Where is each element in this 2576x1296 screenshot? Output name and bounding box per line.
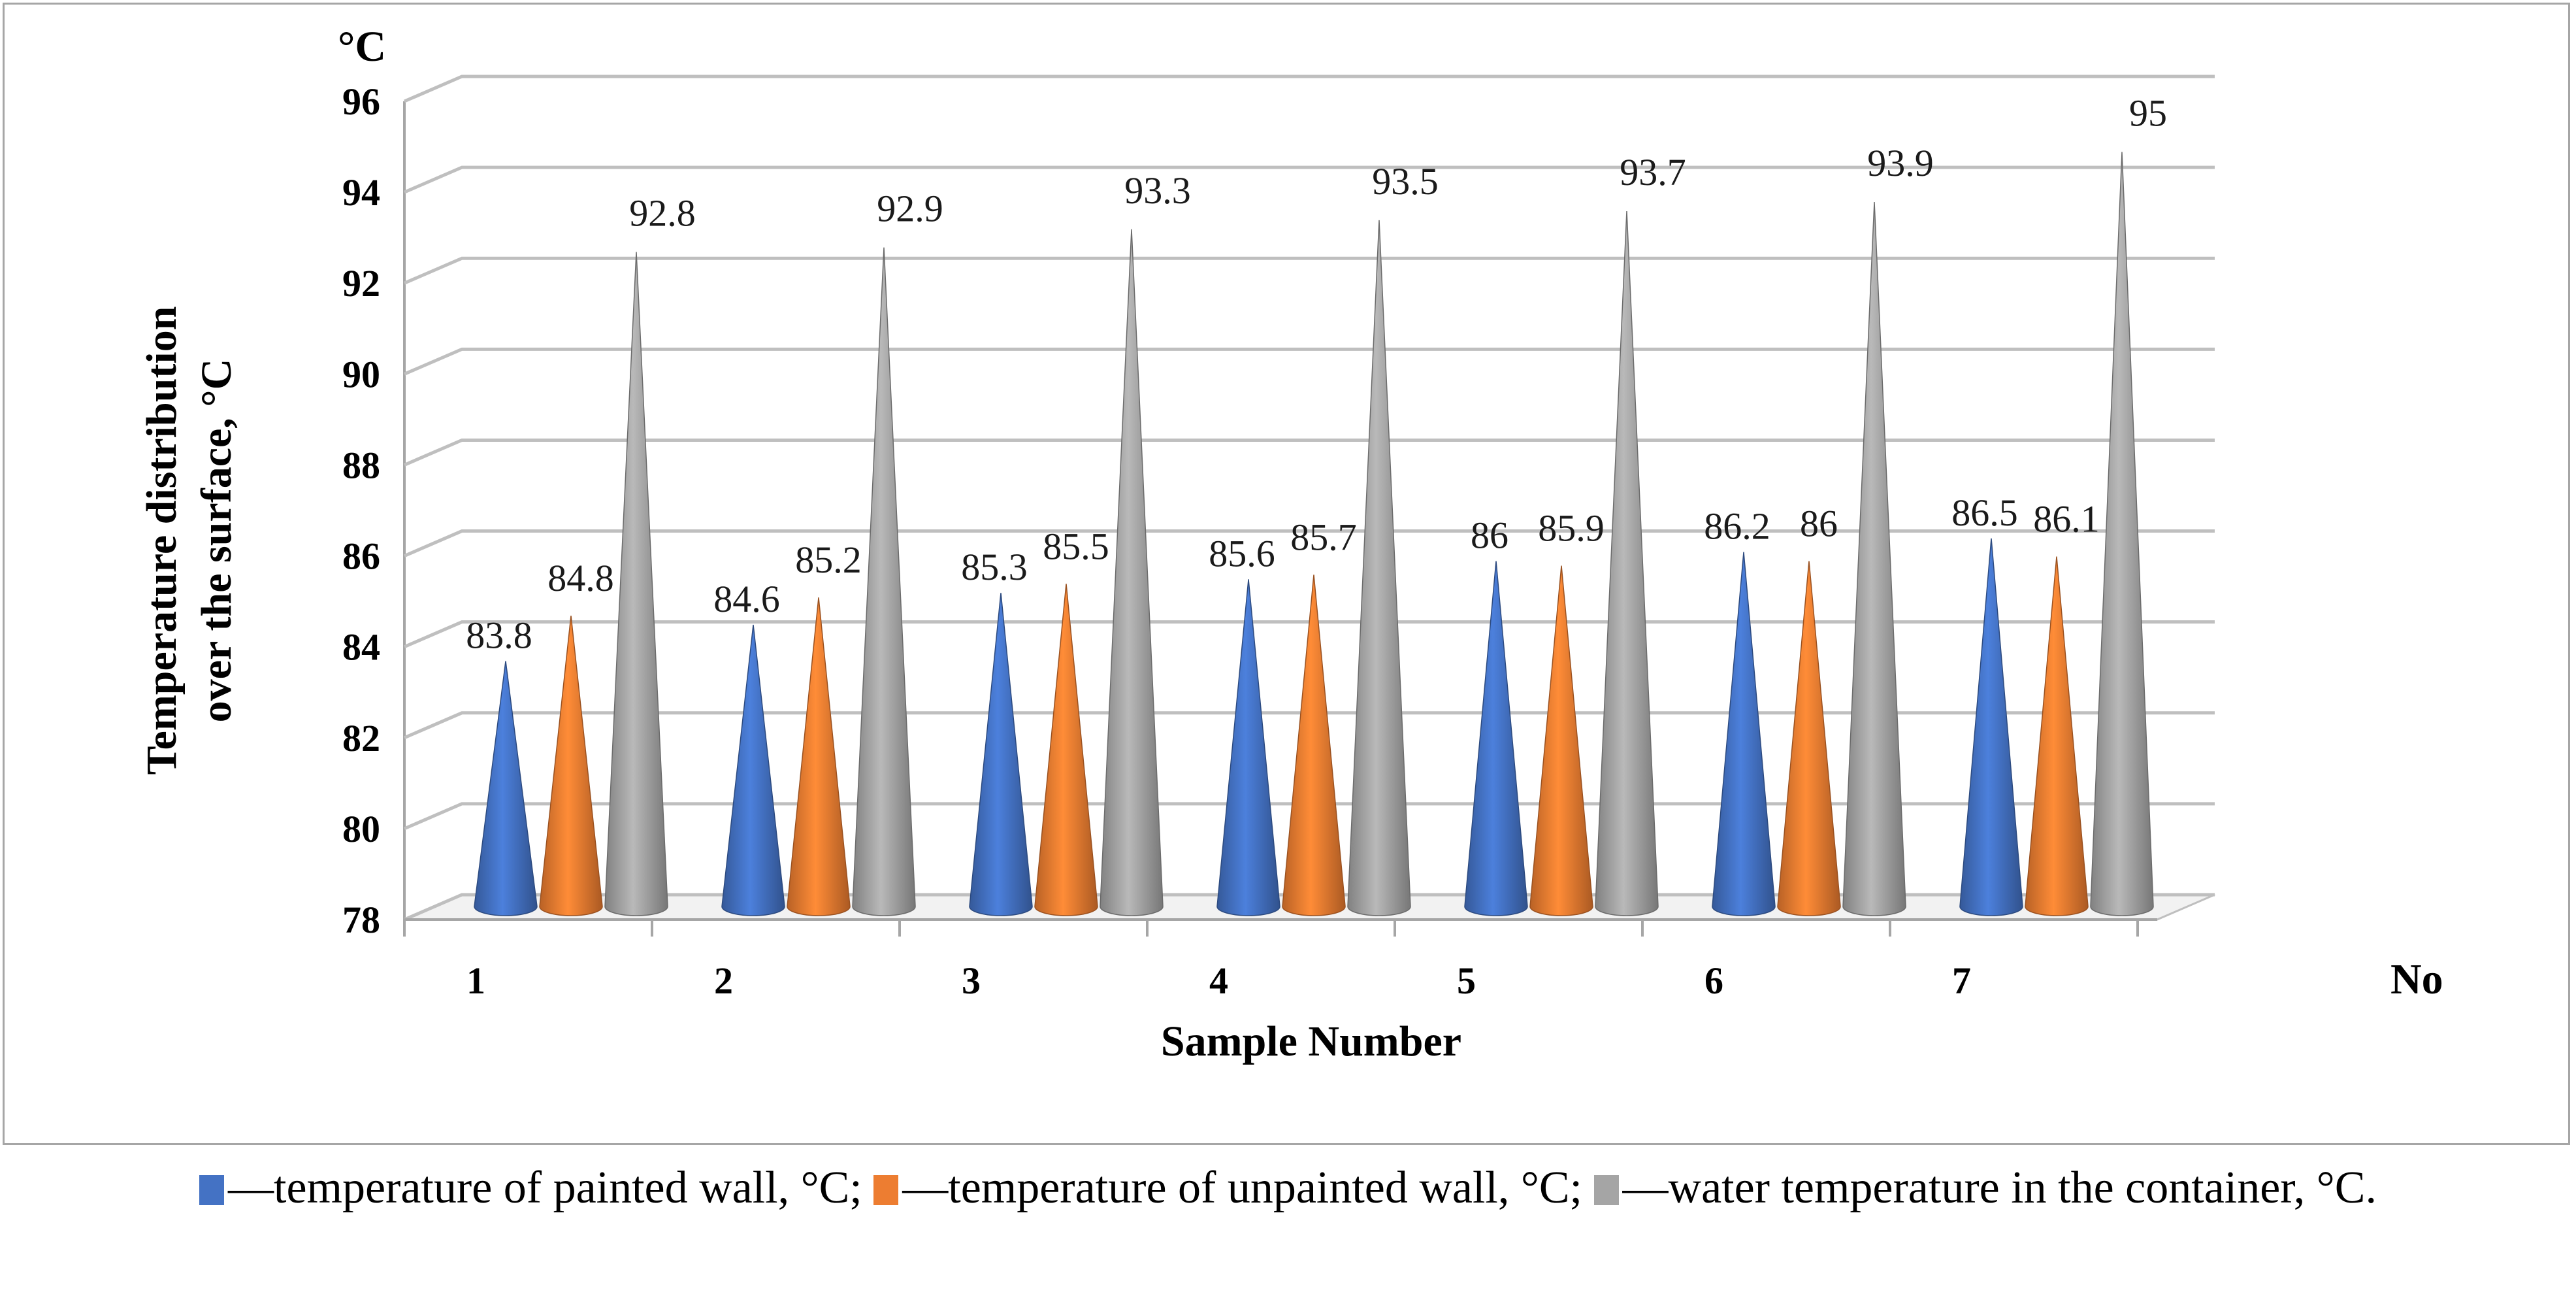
y-tick-label: 92: [342, 262, 380, 305]
data-label-2-5: 93.9: [1867, 142, 1934, 184]
x-axis-title: Sample Number: [1161, 1018, 1461, 1065]
y-tick-label: 84: [342, 626, 380, 669]
legend-swatch-water: [1593, 1175, 1619, 1205]
cone-2-6: [2090, 152, 2154, 916]
data-label-0-2: 85.3: [961, 546, 1028, 588]
data-label-2-6: 95: [2129, 92, 2167, 135]
y-tick-label: 82: [342, 717, 380, 759]
data-label-0-6: 86.5: [1951, 491, 2018, 534]
cone-1-0: [539, 615, 603, 916]
cone-2-2: [1100, 229, 1164, 916]
data-labels: 83.8 84.6 85.3 85.6 86 86.2 86.5 84.8 85.2 85.5 85…: [466, 92, 2167, 657]
cone-0-5: [1712, 552, 1776, 916]
cone-1-2: [1034, 584, 1098, 916]
legend-label-unpainted: temperature of unpainted wall, °C;: [948, 1163, 1583, 1213]
cone-marks: [474, 152, 2154, 916]
chart-svg: 78 80 82 84 86 88 90 92 94 96 1 2 3 4 5 6 7 83.8 84.6 85.…: [138, 23, 2443, 1065]
data-label-2-2: 93.3: [1124, 169, 1191, 212]
gridline: [404, 438, 2215, 467]
y-axis-title-line1: Temperature distribution: [138, 307, 186, 775]
cone-1-6: [2025, 556, 2089, 916]
data-label-1-5: 86: [1800, 503, 1838, 545]
legend-swatch-unpainted: [873, 1175, 899, 1205]
cone-1-5: [1777, 561, 1841, 916]
x-tick-label: 2: [714, 959, 733, 1002]
data-label-1-3: 85.7: [1290, 516, 1357, 558]
cone-0-1: [721, 624, 785, 916]
cone-1-3: [1282, 574, 1346, 916]
chart-frame: 78 80 82 84 86 88 90 92 94 96 1 2 3 4 5 6 7 83.8 84.6 85.…: [3, 3, 2570, 1145]
cone-2-0: [604, 252, 668, 916]
cone-0-4: [1464, 561, 1528, 916]
cone-1-4: [1529, 565, 1593, 916]
gridline: [404, 256, 2215, 285]
data-label-0-4: 86: [1471, 514, 1508, 557]
data-label-1-6: 86.1: [2033, 498, 2100, 540]
data-label-0-5: 86.2: [1704, 505, 1770, 548]
legend-item-water: —water temperature in the container, °C.: [1593, 1163, 2377, 1213]
legend-sep: —: [1622, 1163, 1669, 1213]
data-label-2-1: 92.9: [877, 188, 943, 230]
cone-0-2: [969, 593, 1033, 916]
data-label-0-3: 85.6: [1209, 532, 1275, 574]
legend-sep: —: [902, 1163, 949, 1213]
cone-2-5: [1842, 202, 1906, 916]
cone-2-3: [1347, 220, 1411, 916]
gridline: [404, 347, 2215, 376]
data-label-0-0: 83.8: [466, 614, 532, 657]
legend-sep: —: [228, 1163, 274, 1213]
x-tick-labels: 1 2 3 4 5 6 7: [403, 918, 2157, 1002]
y-tick-labels: 78 80 82 84 86 88 90 92 94 96: [342, 80, 380, 941]
x-tick-label: 4: [1209, 959, 1228, 1002]
legend: —temperature of painted wall, °C; —tempe…: [0, 1155, 2576, 1221]
x-axis-unit: No: [2390, 955, 2443, 1003]
y-tick-label: 80: [342, 808, 380, 850]
gridline: [404, 165, 2215, 194]
x-tick-label: 6: [1704, 959, 1723, 1002]
cone-2-4: [1595, 210, 1659, 916]
y-tick-label: 90: [342, 353, 380, 395]
y-tick-label: 96: [342, 80, 380, 123]
data-label-1-1: 85.2: [795, 539, 862, 581]
data-label-1-4: 85.9: [1538, 507, 1605, 550]
data-label-1-0: 84.8: [547, 557, 614, 599]
y-tick-label: 88: [342, 444, 380, 486]
x-tick-label: 7: [1952, 959, 1971, 1002]
data-label-1-2: 85.5: [1043, 525, 1109, 567]
x-tick-label: 5: [1457, 959, 1476, 1002]
legend-label-water: water temperature in the container, °C.: [1668, 1163, 2377, 1213]
y-tick-label: 86: [342, 535, 380, 578]
data-label-2-4: 93.7: [1620, 151, 1686, 193]
y-tick-label: 78: [342, 899, 380, 941]
cone-0-3: [1216, 579, 1280, 916]
x-tick-label: 3: [962, 959, 981, 1002]
data-label-0-1: 84.6: [713, 578, 780, 620]
cone-1-1: [787, 597, 851, 916]
x-tick-label: 1: [466, 959, 485, 1002]
data-label-2-3: 93.5: [1372, 160, 1439, 203]
cone-2-1: [852, 247, 916, 916]
legend-label-painted: temperature of painted wall, °C;: [274, 1163, 862, 1213]
y-tick-label: 94: [342, 171, 380, 214]
y-axis-title-line2: over the surface, °C: [193, 359, 240, 723]
gridline: [404, 75, 2215, 103]
legend-item-unpainted: —temperature of unpainted wall, °C;: [873, 1163, 1593, 1213]
cone-0-0: [474, 661, 538, 916]
legend-item-painted: —temperature of painted wall, °C;: [199, 1163, 873, 1213]
cone-0-6: [1959, 538, 2023, 916]
data-label-2-0: 92.8: [629, 192, 696, 235]
legend-swatch-painted: [199, 1175, 225, 1205]
y-axis-unit: °C: [338, 23, 386, 71]
